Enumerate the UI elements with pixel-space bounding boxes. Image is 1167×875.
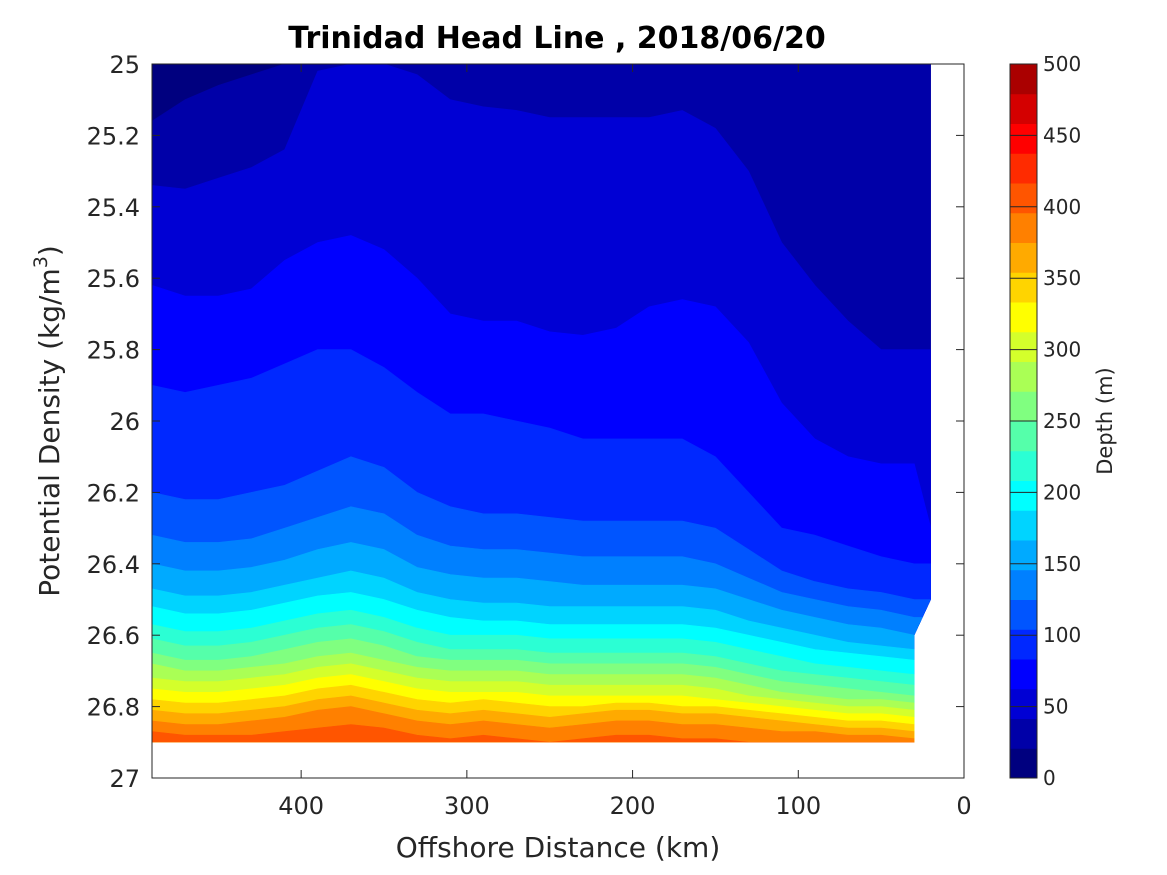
x-axis: 400 300 200 100 0 (278, 64, 972, 820)
colorbar-swatch (1010, 421, 1037, 452)
colorbar-swatch (1010, 361, 1037, 392)
colorbar-swatch (1010, 599, 1037, 630)
y-tick-label: 26.8 (87, 694, 140, 722)
colorbar-tick-label: 500 (1043, 52, 1081, 76)
colorbar-swatch (1010, 718, 1037, 749)
colorbar-swatch (1010, 391, 1037, 422)
colorbar-swatch (1010, 331, 1037, 362)
y-tick-label: 26.2 (87, 479, 140, 507)
colorbar-swatch (1010, 540, 1037, 571)
x-tick-label: 400 (278, 792, 324, 820)
colorbar-tick-label: 450 (1043, 123, 1081, 147)
y-tick-label: 25.4 (87, 194, 140, 222)
colorbar-swatch (1010, 510, 1037, 541)
y-tick-label: 26 (109, 408, 140, 436)
colorbar-tick-label: 100 (1043, 623, 1081, 647)
x-tick-label: 200 (610, 792, 656, 820)
y-tick-label: 26.4 (87, 551, 140, 579)
chart-title: Trinidad Head Line , 2018/06/20 (288, 21, 825, 56)
colorbar-swatch (1010, 93, 1037, 124)
x-tick-label: 300 (444, 792, 490, 820)
colorbar-tick-label: 200 (1043, 480, 1081, 504)
colorbar-swatch (1010, 450, 1037, 481)
colorbar-swatch (1010, 302, 1037, 333)
y-tick-label: 25.2 (87, 122, 140, 150)
x-tick-label: 0 (956, 792, 971, 820)
y-tick-label: 25.6 (87, 265, 140, 293)
colorbar-tick-label: 0 (1043, 766, 1056, 790)
colorbar-swatch (1010, 272, 1037, 303)
x-axis-label: Offshore Distance (km) (396, 831, 721, 864)
colorbar-swatch (1010, 480, 1037, 511)
colorbar-swatch (1010, 569, 1037, 600)
colorbar-tick-label: 50 (1043, 695, 1068, 719)
colorbar-swatch (1010, 242, 1037, 273)
colorbar-label: Depth (m) (1093, 367, 1117, 474)
y-axis: 25 25.2 25.4 25.6 25.8 26 26.2 26.4 26.6 26.8 27 (87, 51, 964, 793)
colorbar-swatch (1010, 688, 1037, 719)
colorbar-swatch (1010, 212, 1037, 243)
y-tick-label: 26.6 (87, 622, 140, 650)
colorbar-swatch (1010, 629, 1037, 660)
colorbar-swatch (1010, 659, 1037, 690)
colorbar-tick-label: 250 (1043, 409, 1081, 433)
colorbar-swatch (1010, 183, 1037, 214)
colorbar-tick-label: 350 (1043, 266, 1081, 290)
colorbar-tick-label: 300 (1043, 338, 1081, 362)
colorbar: 0 50 100 150 200 250 300 350 400 450 500 (1009, 52, 1081, 790)
colorbar-swatch (1010, 123, 1037, 154)
colorbar-swatch (1010, 153, 1037, 184)
y-tick-label: 27 (109, 765, 140, 793)
colorbar-swatch (1010, 748, 1037, 779)
y-tick-label: 25.8 (87, 337, 140, 365)
colorbar-tick-label: 400 (1043, 195, 1081, 219)
plot-area: 400 300 200 100 0 25 25.2 25.4 25.6 25.8 26 26.2 26… (87, 51, 972, 820)
y-tick-label: 25 (109, 51, 140, 79)
colorbar-swatch (1010, 64, 1037, 95)
colorbar-tick-label: 150 (1043, 552, 1081, 576)
contour-fills (152, 64, 931, 743)
contour-band-475 (152, 724, 931, 743)
y-axis-label: Potential Density (kg/m3) (30, 245, 66, 597)
x-tick-label: 100 (775, 792, 821, 820)
